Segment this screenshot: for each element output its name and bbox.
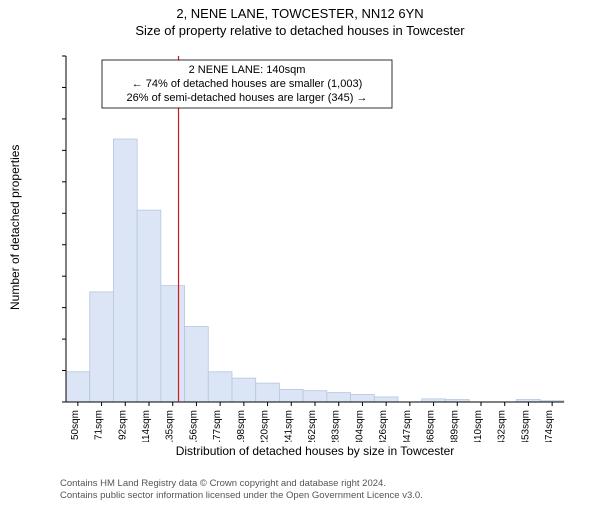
svg-text:389sqm: 389sqm (449, 410, 460, 442)
svg-text:← 74% of detached houses are s: ← 74% of detached houses are smaller (1,… (132, 78, 363, 90)
footer-line-1: Contains HM Land Registry data © Crown c… (60, 478, 570, 490)
svg-text:92sqm: 92sqm (117, 410, 128, 440)
svg-text:368sqm: 368sqm (426, 410, 437, 442)
subtitle: Size of property relative to detached ho… (0, 23, 600, 38)
svg-text:347sqm: 347sqm (402, 410, 413, 442)
x-axis-label: Distribution of detached houses by size … (60, 444, 570, 458)
svg-text:283sqm: 283sqm (331, 410, 342, 442)
svg-text:304sqm: 304sqm (354, 410, 365, 442)
svg-text:326sqm: 326sqm (378, 410, 389, 442)
svg-text:26% of semi-detached houses ar: 26% of semi-detached houses are larger (… (127, 92, 368, 104)
figure-container: 2, NENE LANE, TOWCESTER, NN12 6YN Size o… (0, 6, 600, 506)
svg-text:135sqm: 135sqm (165, 410, 176, 442)
svg-text:410sqm: 410sqm (473, 410, 484, 442)
svg-text:177sqm: 177sqm (212, 410, 223, 442)
svg-text:114sqm: 114sqm (141, 410, 152, 442)
svg-text:71sqm: 71sqm (94, 410, 105, 440)
svg-text:262sqm: 262sqm (307, 410, 318, 442)
footer-line-2: Contains public sector information licen… (60, 490, 570, 502)
address-title: 2, NENE LANE, TOWCESTER, NN12 6YN (0, 6, 600, 21)
svg-text:198sqm: 198sqm (236, 410, 247, 442)
svg-text:432sqm: 432sqm (497, 410, 508, 442)
svg-text:474sqm: 474sqm (544, 410, 555, 442)
svg-text:220sqm: 220sqm (260, 410, 271, 442)
attribution-footer: Contains HM Land Registry data © Crown c… (60, 478, 570, 502)
svg-text:453sqm: 453sqm (520, 410, 531, 442)
svg-text:50sqm: 50sqm (70, 410, 81, 440)
chart-area: 05010015020025030035040045050055050sqm71… (60, 52, 570, 402)
svg-text:2 NENE LANE: 140sqm: 2 NENE LANE: 140sqm (189, 64, 306, 76)
y-axis-label: Number of detached properties (8, 52, 22, 402)
svg-text:156sqm: 156sqm (188, 410, 199, 442)
svg-text:241sqm: 241sqm (283, 410, 294, 442)
histogram-svg: 05010015020025030035040045050055050sqm71… (60, 52, 570, 442)
